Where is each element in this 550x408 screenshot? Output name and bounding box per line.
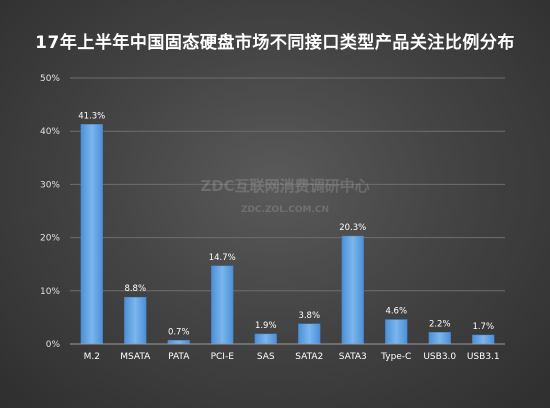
bar	[341, 235, 364, 345]
data-label: 41.3%	[78, 111, 105, 121]
x-tick-label: MSATA	[120, 352, 151, 362]
y-tick-label: 20%	[40, 234, 60, 244]
data-label: 1.7%	[472, 322, 494, 332]
bar	[167, 340, 190, 345]
x-tick-label: PCI-E	[211, 352, 235, 362]
bar	[428, 332, 451, 345]
x-tick-label: USB3.1	[467, 352, 500, 362]
bar	[472, 334, 495, 345]
bar	[124, 296, 147, 345]
y-tick-label: 0%	[46, 340, 61, 350]
x-tick-label: SATA2	[295, 352, 323, 362]
bar	[211, 265, 234, 345]
y-tick-label: 40%	[40, 127, 60, 137]
bar	[385, 319, 408, 345]
watermark-url: ZDC.ZOL.COM.CN	[241, 205, 329, 215]
bar	[80, 124, 103, 345]
x-tick-label: SAS	[257, 352, 275, 362]
data-label: 3.8%	[298, 311, 320, 321]
x-tick-label: PATA	[168, 352, 190, 362]
data-label: 4.6%	[385, 307, 407, 317]
x-tick-label: SATA3	[339, 352, 367, 362]
watermark-title: ZDC互联网消费调研中心	[200, 177, 369, 195]
data-label: 14.7%	[209, 253, 236, 263]
x-axis-ticks: M.2 MSATA PATA PCI-E SAS SATA2 SATA3 Type-C USB3…	[84, 352, 500, 362]
y-tick-label: 30%	[40, 180, 60, 190]
data-label: 0.7%	[168, 327, 190, 337]
data-label: 8.8%	[124, 284, 146, 294]
y-tick-label: 50%	[40, 74, 60, 84]
y-tick-label: 10%	[40, 287, 60, 297]
bars: 41.3% 8.8% 0.7% 14.7% 1.9% 3.8% 20.3% 4.6% 2.2% 1…	[78, 111, 495, 345]
data-label: 20.3%	[339, 223, 366, 233]
watermark: ZDC互联网消费调研中心 ZDC.ZOL.COM.CN	[200, 177, 369, 215]
chart-title: 17年上半年中国固态硬盘市场不同接口类型产品关注比例分布	[35, 33, 515, 53]
x-tick-label: Type-C	[380, 352, 411, 362]
x-tick-label: USB3.0	[423, 352, 456, 362]
data-label: 1.9%	[255, 321, 277, 331]
x-tick-label: M.2	[84, 352, 100, 362]
bar	[254, 333, 277, 345]
data-label: 2.2%	[429, 319, 451, 329]
y-axis-ticks: 0% 10% 20% 30% 40% 50%	[40, 74, 60, 350]
bar	[298, 323, 321, 345]
gridlines	[70, 77, 505, 292]
